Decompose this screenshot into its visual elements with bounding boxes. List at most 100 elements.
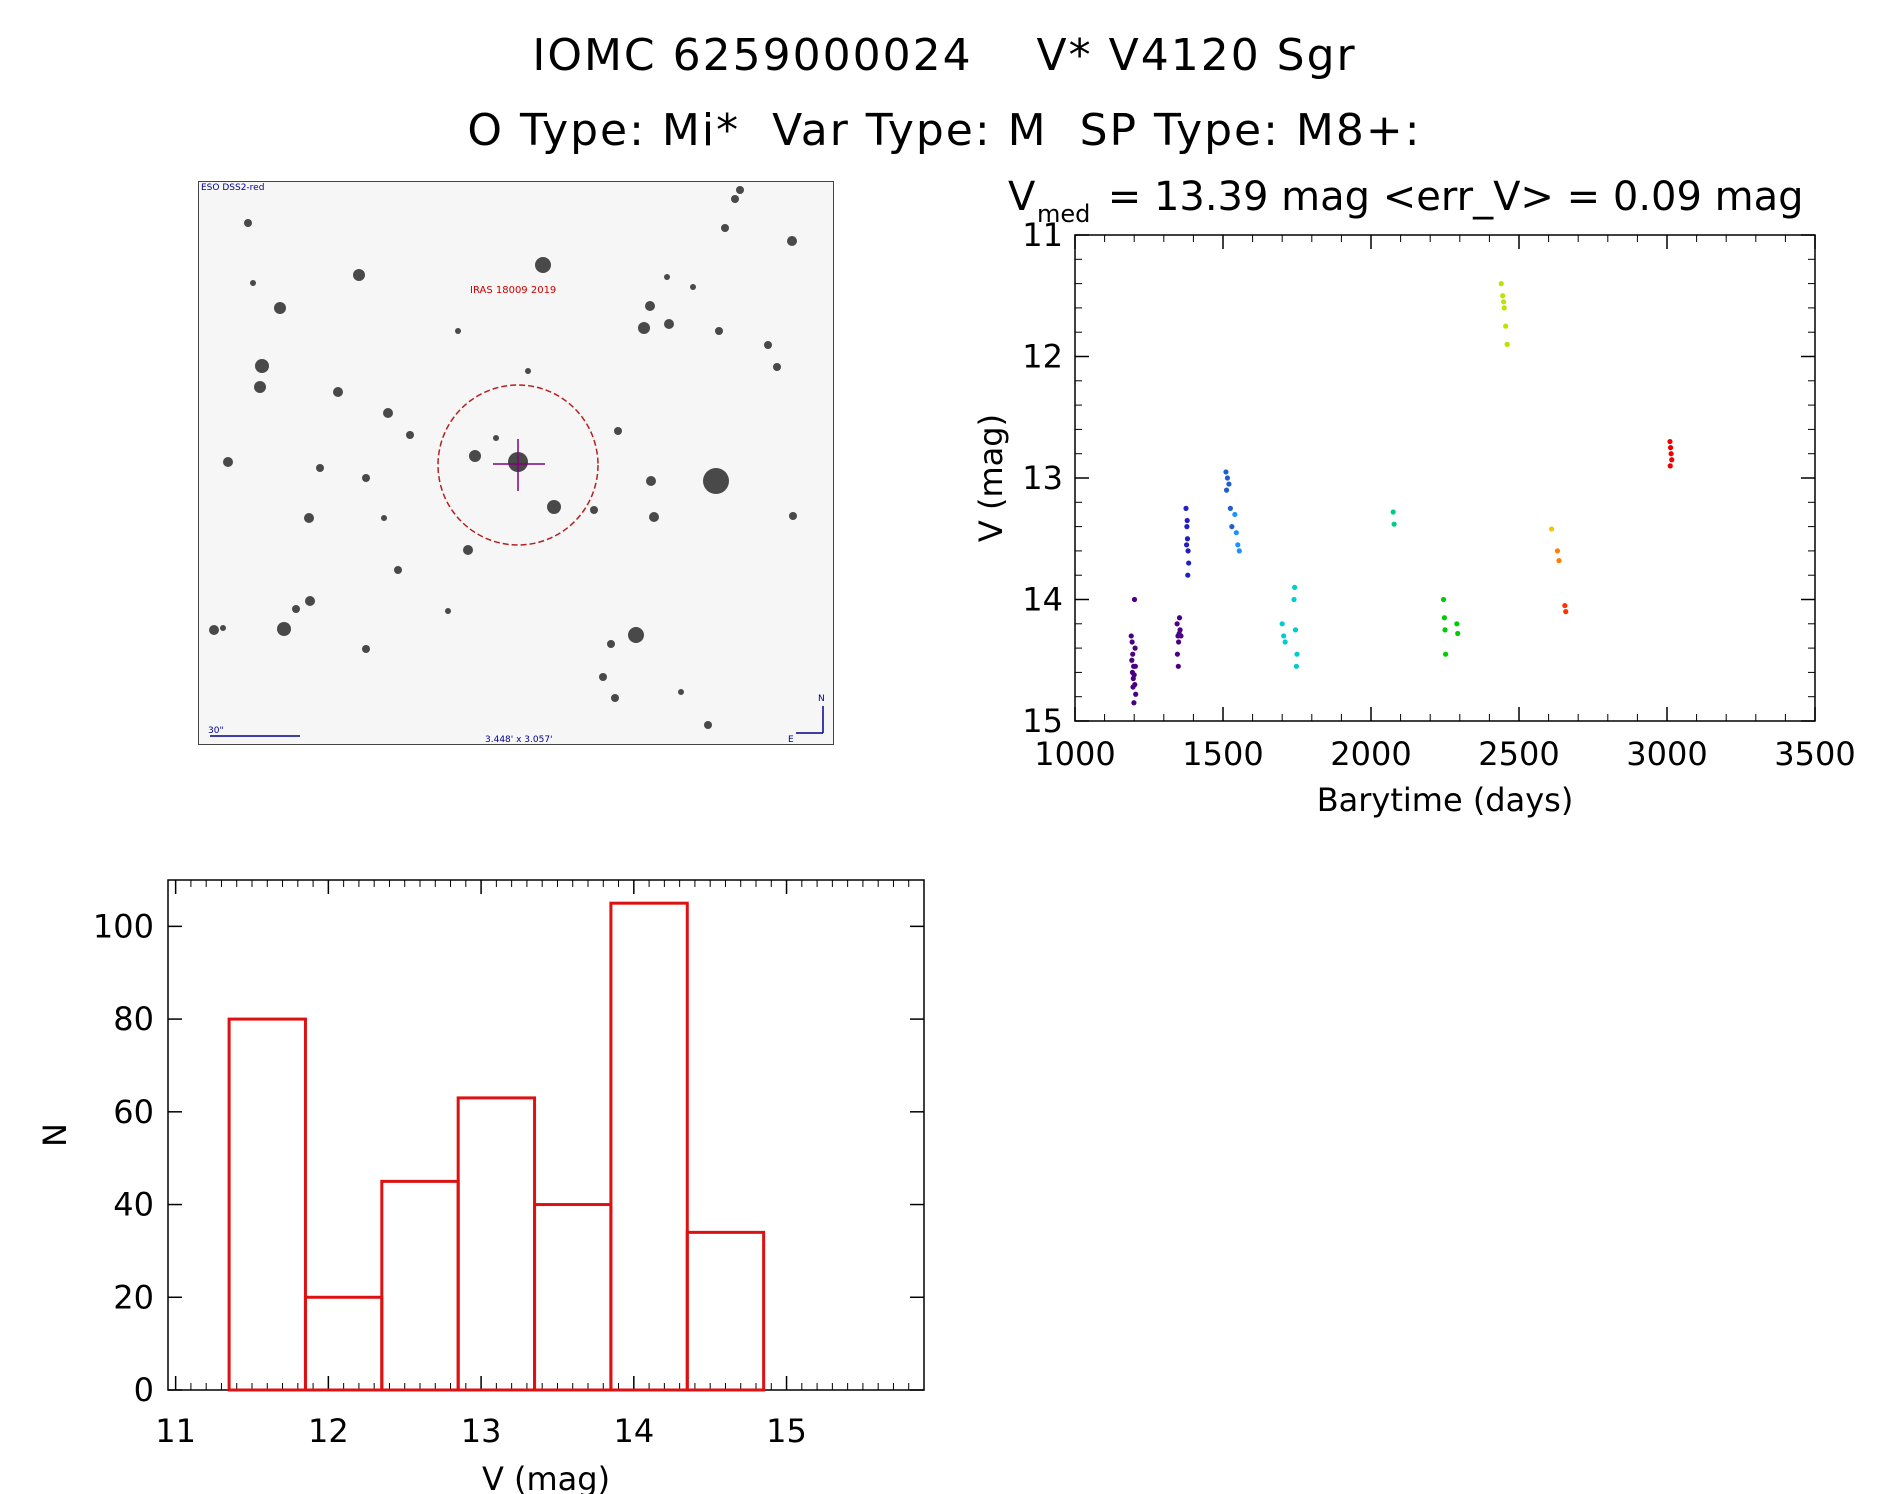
star-12 (469, 450, 481, 462)
lc-point-1-7 (1176, 615, 1183, 621)
light-curve-title: V med = 13.39 mag <err_V> = 0.09 mag (1008, 174, 1804, 228)
lc-point-11-1 (1563, 609, 1569, 615)
star-45 (690, 284, 696, 290)
lc-point-8-5 (1501, 299, 1507, 305)
star-51 (305, 596, 315, 606)
lc-point-8-0 (1498, 281, 1504, 287)
star-4 (254, 381, 266, 393)
target-circle (437, 384, 599, 546)
star-26 (292, 605, 300, 613)
lc-point-0-10 (1131, 596, 1138, 603)
star-25 (394, 566, 402, 574)
fov-label: 3.448' x 3.057' (485, 735, 553, 745)
object-type-line: O Type: Mi* Var Type: M SP Type: M8+: (467, 105, 1422, 156)
histogram-ylabel: N (36, 1123, 74, 1147)
lc-ytick-label-3: 14 (1022, 581, 1063, 619)
star-2 (274, 302, 286, 314)
finder-chart: ESO DSS2-red IRAS 18009 2019 30" 3.448' … (198, 181, 834, 745)
star-5 (333, 387, 343, 397)
lc-point-1-0 (1174, 621, 1180, 627)
lc-point-2-4 (1186, 560, 1192, 566)
light-curve-ticks: 1000 1500 2000 2500 3000 3500 11 12 13 14 15 (1022, 216, 1855, 773)
star-34 (678, 689, 684, 695)
lc-xtick-label-2: 2000 (1330, 735, 1411, 773)
lc-point-5-1 (1281, 633, 1287, 639)
h-xtick-label-3: 14 (613, 1412, 654, 1450)
lc-point-12-4 (1667, 463, 1673, 469)
star-9 (614, 427, 622, 435)
star-42 (764, 341, 772, 349)
lc-point-0-5 (1133, 691, 1139, 697)
lc-point-2-2 (1184, 536, 1191, 542)
star-49 (244, 219, 252, 227)
lc-point-0-9 (1131, 700, 1137, 706)
lc-point-5-2 (1282, 639, 1288, 645)
h-xtick-label-0: 11 (155, 1412, 196, 1450)
lc-point-3-1 (1224, 475, 1231, 481)
star-44 (787, 236, 797, 246)
star-10 (406, 431, 414, 439)
star-8 (383, 408, 393, 418)
star-47 (721, 224, 729, 232)
finder-frame (198, 181, 834, 745)
star-52 (445, 608, 451, 614)
lc-point-9-0 (1548, 526, 1555, 532)
star-22 (381, 515, 387, 521)
h-ytick-label-5: 100 (93, 907, 154, 945)
lc-point-5-6 (1293, 663, 1300, 669)
star-0 (535, 257, 551, 273)
star-6 (525, 368, 531, 374)
lc-point-8-3 (1503, 323, 1509, 329)
lc-point-5-3 (1291, 596, 1297, 603)
lc-point-2-0 (1183, 505, 1189, 511)
lc-xtick-label-0: 1000 (1034, 735, 1115, 773)
lc-point-10-0 (1554, 548, 1561, 554)
lc-point-0-11 (1129, 669, 1136, 676)
lc-point-3-0 (1223, 469, 1229, 475)
lc-point-8-1 (1500, 293, 1506, 299)
lc-point-3-2 (1226, 481, 1232, 487)
lc-point-2-7 (1184, 517, 1190, 524)
lc-point-5-5 (1294, 651, 1300, 657)
star-29 (362, 645, 370, 653)
histogram-frame (167, 879, 925, 1391)
lc-xtick-label-3: 2500 (1478, 735, 1559, 773)
lc-point-5-4 (1292, 627, 1299, 633)
h-ytick-label-4: 80 (113, 1000, 154, 1038)
lc-point-10-1 (1556, 558, 1562, 564)
star-53 (789, 512, 797, 520)
star-36 (220, 625, 226, 631)
lc-point-4-0 (1232, 511, 1238, 518)
lc-point-2-5 (1183, 542, 1190, 548)
lc-point-4-2 (1235, 542, 1241, 548)
lc-point-8-2 (1501, 305, 1507, 311)
lc-xtick-label-5: 3500 (1774, 735, 1855, 773)
light-curve-title-rest: = 13.39 mag <err_V> = 0.09 mag (1095, 174, 1804, 220)
star-24 (463, 545, 473, 555)
h-xtick-label-4: 15 (766, 1412, 807, 1450)
histogram-bar-3 (456, 1096, 537, 1392)
histogram-bar-5 (609, 901, 689, 1392)
h-ytick-label-3: 60 (113, 1093, 154, 1131)
star-23 (304, 513, 314, 523)
star-21 (649, 512, 659, 522)
star-20 (590, 506, 598, 514)
lc-ytick-label-1: 12 (1022, 338, 1063, 376)
star-13 (223, 457, 233, 467)
star-37 (664, 274, 670, 280)
star-43 (773, 363, 781, 371)
star-32 (599, 673, 607, 681)
lc-point-2-6 (1185, 572, 1191, 578)
light-curve-title-main: V (1008, 174, 1036, 220)
histogram-bar-1 (303, 1295, 384, 1392)
lc-point-5-0 (1279, 621, 1285, 627)
compass-east-label: E (788, 735, 794, 745)
star-17 (703, 468, 729, 494)
lc-point-1-6 (1174, 651, 1181, 657)
lc-point-0-0 (1128, 633, 1134, 639)
lc-point-0-13 (1132, 663, 1138, 669)
lc-point-5-7 (1292, 584, 1298, 590)
star-28 (277, 622, 291, 636)
